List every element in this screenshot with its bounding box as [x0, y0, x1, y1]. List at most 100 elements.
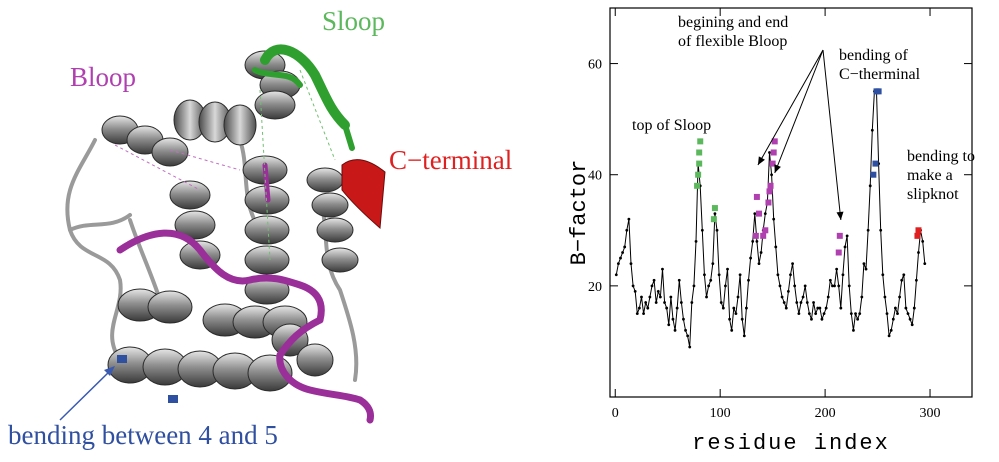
bfactor-point — [902, 273, 906, 277]
bfactor-point — [879, 228, 883, 232]
bfactor-point — [870, 128, 874, 132]
highlight-bending — [875, 88, 882, 95]
bfactor-point — [703, 273, 706, 277]
bfactor-point — [801, 295, 805, 299]
bfactor-point — [751, 240, 755, 243]
bfactor-point — [648, 295, 652, 299]
highlight-bending — [870, 171, 877, 178]
bloop-arrow — [774, 49, 824, 174]
bfactor-point — [900, 278, 904, 282]
bfactor-point — [906, 312, 910, 316]
bfactor-point — [711, 262, 715, 266]
bfactor-point — [852, 328, 855, 332]
x-tick-label: 100 — [710, 406, 731, 421]
bfactor-point — [661, 267, 664, 271]
bfactor-point — [625, 228, 629, 232]
bfactor-point — [705, 295, 708, 299]
bfactor-chart-panel: 0 100 200 300 20 40 60 residue index B−factor top… — [560, 0, 999, 457]
bfactor-point — [868, 184, 872, 188]
bfactor-point — [860, 295, 864, 299]
bfactor-chart: 0 100 200 300 20 40 60 residue index B−factor top… — [567, 7, 975, 456]
bfactor-point — [845, 234, 849, 238]
bfactor-point — [642, 312, 645, 316]
bfactor-point — [621, 251, 624, 254]
bfactor-point — [914, 278, 918, 282]
bfactor-point — [717, 273, 721, 277]
bfactor-point — [810, 317, 813, 321]
highlight-bloop — [771, 138, 778, 145]
bfactor-point — [812, 301, 815, 304]
bfactor-point — [627, 217, 631, 221]
bfactor-point — [721, 306, 725, 310]
highlight-bloop — [760, 232, 767, 239]
bfactor-point — [866, 228, 870, 232]
bfactor-point — [728, 317, 732, 321]
bfactor-point — [828, 278, 832, 282]
bfactor-point — [774, 245, 778, 249]
annotation-bloop-ends: begining and end of flexible Bloop — [678, 14, 788, 50]
bfactor-point — [652, 278, 656, 282]
bfactor-point — [795, 301, 799, 304]
annotation-slipknot: bending to make a slipknot — [907, 148, 975, 203]
highlight-bloop — [770, 149, 777, 156]
bloop-arrowhead — [774, 164, 781, 173]
plot-frame — [609, 7, 973, 398]
bfactor-point — [782, 301, 786, 304]
bfactor-point — [675, 306, 679, 310]
bfactor-point — [807, 312, 811, 316]
bfactor-point — [646, 306, 650, 310]
highlight-sloop — [710, 216, 717, 223]
bfactor-point — [677, 278, 681, 282]
bfactor-point — [730, 328, 734, 332]
bfactor-point — [854, 312, 857, 316]
bfactor-point — [635, 312, 639, 316]
bfactor-point — [885, 312, 889, 316]
highlight-bloop — [752, 232, 759, 239]
protein-ribbon-illustration — [59, 44, 386, 424]
bfactor-point — [803, 284, 807, 288]
bfactor-point — [713, 212, 717, 216]
bfactor-point — [784, 306, 788, 310]
bfactor-point — [663, 301, 666, 304]
bfactor-point — [780, 295, 784, 299]
bfactor-point — [715, 228, 719, 232]
bfactor-point — [778, 284, 782, 288]
bfactor-point — [891, 317, 895, 321]
y-axis-label: B−factor — [567, 160, 592, 266]
protein-structure-panel: Sloop Bloop C−terminal bending between 4… — [8, 6, 512, 450]
bfactor-point — [921, 240, 925, 243]
bfactor-point — [738, 273, 742, 277]
bloop-arrowhead — [757, 156, 765, 165]
bfactor-point — [637, 306, 641, 310]
bfactor-point — [694, 240, 698, 243]
bfactor-point — [923, 262, 927, 266]
bfactor-point — [686, 334, 690, 338]
bfactor-point — [745, 306, 748, 310]
bfactor-point — [816, 306, 820, 310]
bfactor-point — [734, 312, 738, 316]
bloop-label: Bloop — [70, 62, 137, 92]
bfactor-point — [797, 312, 801, 316]
bfactor-point — [684, 328, 687, 332]
bfactor-point — [682, 317, 685, 321]
bfactor-point — [770, 173, 773, 177]
bfactor-point — [826, 295, 830, 299]
bloop-arrow — [757, 49, 824, 166]
bfactor-point — [793, 284, 797, 288]
bfactor-point — [667, 323, 671, 327]
bfactor-point — [896, 312, 899, 316]
bfactor-point — [614, 273, 618, 277]
bfactor-point — [894, 306, 897, 310]
bfactor-point — [841, 273, 845, 277]
highlight-bloop — [753, 193, 760, 200]
bfactor-point — [719, 301, 723, 304]
highlight-cterminal — [915, 227, 922, 234]
highlight-bloop — [836, 232, 843, 239]
bfactor-point — [820, 317, 824, 321]
bfactor-point — [690, 301, 694, 304]
bfactor-point — [883, 295, 887, 299]
bfactor-point — [665, 306, 669, 310]
bfactor-point — [818, 306, 822, 310]
bfactor-point — [912, 306, 916, 310]
highlight-bloop — [762, 227, 769, 234]
